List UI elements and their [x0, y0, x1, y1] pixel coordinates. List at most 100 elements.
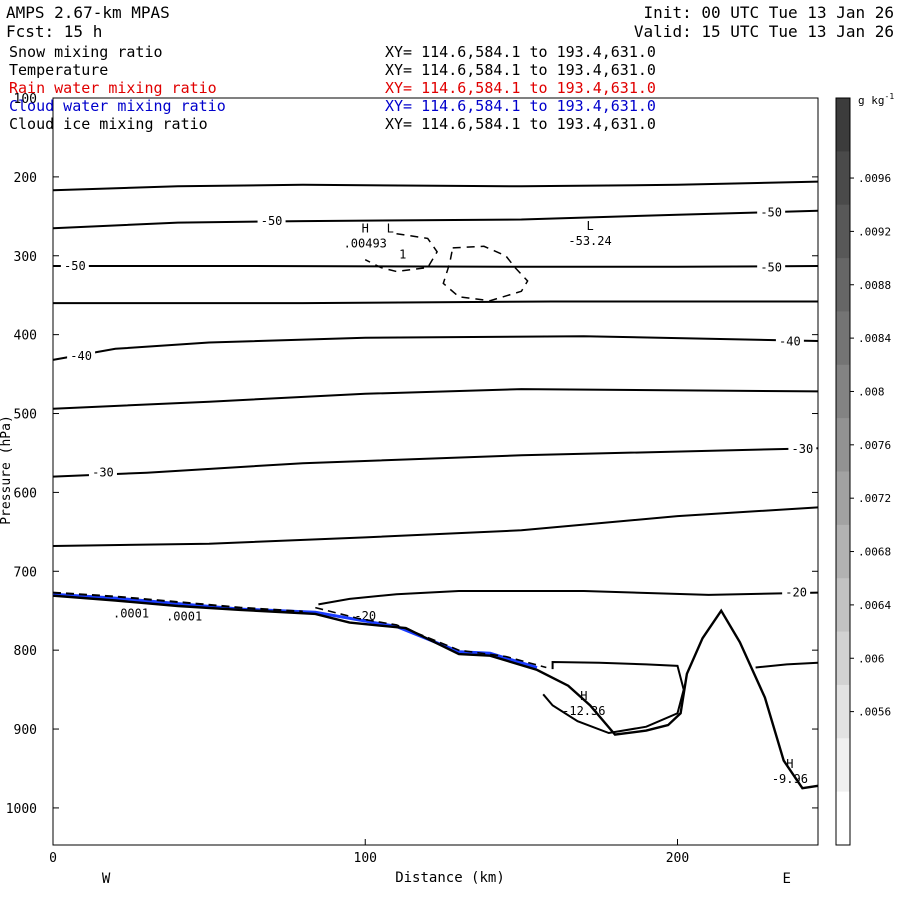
contour-label: -40: [70, 349, 92, 363]
y-tick-label: 800: [14, 644, 37, 659]
contour-label: -50: [64, 259, 86, 273]
field-name: Temperature: [9, 61, 108, 79]
extremum-marker: H: [580, 689, 587, 703]
colorbar-tick-label: .0072: [858, 492, 891, 505]
extremum-marker: H: [362, 221, 369, 235]
colorbar-swatch: [836, 418, 850, 472]
colorbar: g kg-1 .0096 .0092 .0088 .0084 .008 .0076 .007…: [835, 92, 894, 846]
temperature-contour: [542, 660, 685, 735]
colorbar-tick-label: .0092: [858, 225, 891, 238]
colorbar-swatch: [836, 631, 850, 686]
y-tick-label: 600: [14, 486, 37, 501]
cloud-ice-contour: [442, 245, 529, 302]
temperature-contour: [52, 335, 819, 361]
colorbar-tick-label: .0088: [858, 279, 891, 292]
colorbar-swatch: [836, 98, 850, 152]
cloud-ice-contour: [364, 232, 438, 273]
colorbar-frame: [835, 97, 851, 846]
contour-label: -20: [785, 586, 807, 600]
temperature-contour: [53, 265, 819, 268]
y-tick-label: 400: [14, 329, 37, 344]
colorbar-swatch: [836, 471, 850, 526]
x-tick-label: 0: [49, 851, 57, 866]
x-tick-label: 100: [354, 851, 377, 866]
extremum-marker: H: [786, 757, 793, 771]
contour-label: -30: [792, 442, 814, 456]
temperature-contour: [52, 180, 819, 192]
plot-frame: [52, 97, 819, 846]
field-xy-range: XY= 114.6,584.1 to 193.4,631.0: [385, 43, 656, 61]
contour-label-bg: [88, 464, 117, 479]
contour-label: -50: [760, 205, 782, 219]
colorbar-tick-label: .0068: [858, 546, 891, 559]
y-tick-label: 500: [14, 408, 37, 423]
contour-label: -40: [779, 335, 801, 349]
forecast-hour: Fcst: 15 h: [6, 22, 102, 41]
init-time: Init: 00 UTC Tue 13 Jan 26: [644, 3, 894, 22]
colorbar-swatch: [836, 311, 850, 366]
extremum-value: -12.36: [562, 704, 605, 718]
cloud-water-contour: [52, 592, 538, 669]
x-axis-label: Distance (km): [395, 870, 505, 886]
field-xy-range: XY= 114.6,584.1 to 193.4,631.0: [385, 97, 656, 115]
snow-contour: [52, 591, 303, 613]
temperature-contour: [52, 447, 819, 478]
contour-label: -30: [92, 466, 114, 480]
x-tick-label: 200: [666, 851, 689, 866]
extremum-marker: L: [387, 221, 394, 235]
colorbar-tick-label: .0064: [858, 599, 891, 612]
y-tick-label: 300: [14, 250, 37, 265]
plot-area: 100 200 300 400 500 600 700 800 900 1000 0 100 200 Di…: [0, 92, 819, 887]
extremum-marker: L: [586, 219, 593, 233]
contour-label-bg: [257, 213, 286, 228]
colorbar-swatch: [836, 204, 850, 259]
colorbar-swatch: [836, 151, 850, 206]
y-tick-label: 1000: [6, 802, 37, 817]
temperature-contour: [52, 209, 819, 230]
temperature-contour: [52, 388, 819, 410]
field-name: Cloud water mixing ratio: [9, 97, 226, 115]
contour-label-bg: [757, 259, 786, 274]
extremum-value: -9.96: [772, 772, 808, 786]
colorbar-tick-label: .006: [858, 652, 885, 665]
contour-label-bg: [757, 204, 786, 219]
field-name: Rain water mixing ratio: [9, 79, 217, 97]
y-tick-label: 200: [14, 171, 37, 186]
field-xy-range: XY= 114.6,584.1 to 193.4,631.0: [385, 115, 656, 133]
colorbar-tick-label: .0096: [858, 172, 891, 185]
colorbar-tick-label: .0084: [858, 332, 891, 345]
colorbar-tick-label: .0056: [858, 706, 891, 719]
field-name: Cloud ice mixing ratio: [9, 115, 208, 133]
contour-label-bg: [782, 584, 811, 599]
extremum-value: .00493: [344, 236, 387, 250]
colorbar-tick-label: .0076: [858, 439, 891, 452]
colorbar-swatch: [836, 738, 850, 793]
y-tick-label: 700: [14, 565, 37, 580]
model-title: AMPS 2.67-km MPAS: [6, 3, 170, 22]
extremum-value: -53.24: [568, 234, 611, 248]
colorbar-swatch: [836, 791, 850, 846]
extremum-value: .0001: [166, 609, 202, 623]
terrain-line: [52, 594, 819, 790]
temperature-contour: [755, 661, 819, 669]
contour-label: -50: [261, 214, 283, 228]
y-axis-label: Pressure (hPa): [0, 415, 14, 525]
contour-label-bg: [67, 347, 96, 362]
contour-label: -50: [760, 261, 782, 275]
y-tick-label: 100: [14, 92, 37, 107]
contour-label-bg: [60, 258, 89, 273]
temperature-contour: [53, 300, 818, 305]
west-label: W: [102, 871, 111, 887]
colorbar-swatch: [836, 258, 850, 312]
colorbar-unit: g kg-1: [858, 92, 894, 107]
field-legend: Snow mixing ratio XY= 114.6,584.1 to 193.…: [9, 43, 656, 133]
y-tick-label: 900: [14, 723, 37, 738]
colorbar-swatch: [836, 684, 850, 739]
extremum-value: 1: [399, 247, 406, 261]
colorbar-swatch: [836, 578, 850, 633]
valid-time: Valid: 15 UTC Tue 13 Jan 26: [634, 22, 894, 41]
temperature-contour: [52, 506, 819, 547]
contour-label-bg: [775, 333, 804, 348]
colorbar-swatch: [836, 524, 850, 579]
